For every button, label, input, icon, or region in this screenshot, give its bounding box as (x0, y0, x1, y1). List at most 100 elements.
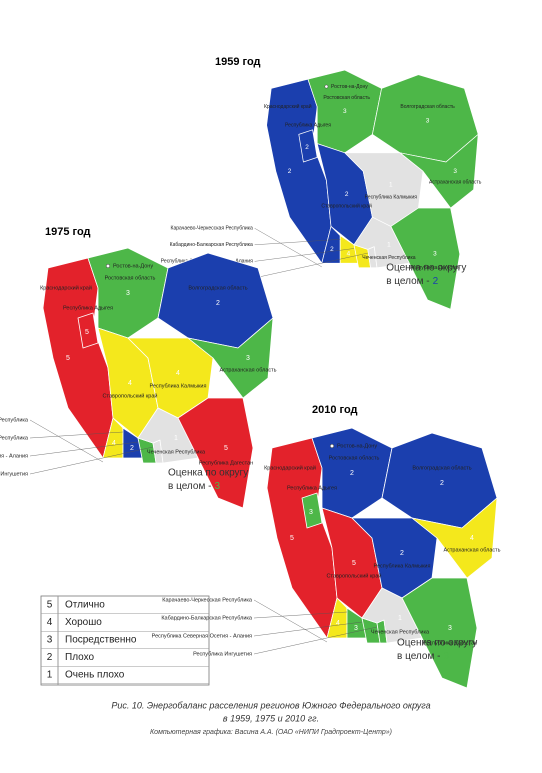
legend-label: Хорошо (65, 617, 102, 628)
map: 5 Краснодарский край 3 Республика Адыгея 2 Ро… (152, 427, 501, 689)
region-score: 5 (85, 329, 89, 336)
leader-line (253, 611, 348, 619)
region-label: Карачаево-Черкесская Республика (0, 417, 29, 423)
map-title: 2010 год (312, 404, 358, 416)
region-label: Краснодарский край (264, 103, 312, 110)
region-score: 4 (336, 620, 340, 627)
region-score: 3 (453, 168, 457, 175)
overall-score: 3 (443, 651, 449, 662)
region-label: Астраханская область (219, 367, 276, 373)
map-title: 1975 год (45, 226, 91, 238)
overall-text: в целом - (386, 275, 429, 286)
region-score: 1 (389, 182, 393, 189)
region-score: 3 (354, 625, 358, 632)
city-dot (324, 84, 329, 89)
overall-label: Оценка по округу (386, 262, 466, 273)
overall-label: Оценка по округу (168, 468, 248, 479)
leader-line (29, 419, 104, 463)
region-label: Чеченская Республика (371, 629, 430, 635)
region (311, 427, 393, 519)
region-score: 1 (398, 615, 402, 622)
region-label: Республика Ингушетия (0, 471, 28, 477)
leader-line (253, 599, 328, 643)
overall-text: в целом - (397, 651, 440, 662)
leader-line (29, 446, 154, 475)
region-label: Ростовская область (105, 275, 156, 281)
region-score: 2 (216, 300, 220, 307)
leader-line (253, 626, 378, 655)
region (361, 587, 423, 644)
overall-label: в целом -3 (168, 481, 220, 492)
region (187, 317, 274, 399)
region-score: 4 (470, 535, 474, 542)
legend-score: 2 (47, 652, 53, 663)
overall-label: Оценка по округу (397, 638, 477, 649)
region-label: Республика Северная Осетия - Алания (152, 633, 252, 639)
region-label: Республика Адыгея (287, 485, 337, 491)
overall-text: в целом - (168, 481, 211, 492)
region-score: 4 (176, 370, 180, 377)
region-label: Волгоградская область (412, 465, 471, 471)
region (87, 247, 169, 339)
caption: Рис. 10. Энергобаланс расселения регионо… (111, 700, 430, 710)
legend-label: Плохо (65, 652, 94, 663)
leader-line (254, 252, 368, 279)
region-score: 4 (347, 251, 351, 258)
region-score: 3 (343, 108, 347, 115)
region-score: 2 (350, 470, 354, 477)
credit: Компьютерная графика: Васина А.А. (ОАО «… (150, 728, 392, 736)
region-score: 3 (246, 355, 250, 362)
city-label: Ростов-на-Дону (113, 263, 153, 269)
city-label: Ростов-на-Дону (337, 443, 377, 449)
region-score: 2 (288, 168, 292, 175)
region (137, 407, 199, 464)
region-label: Республика Дагестан (410, 265, 460, 271)
legend-score: 5 (47, 600, 53, 611)
leader-line (29, 441, 139, 457)
region (307, 69, 382, 154)
region-score: 3 (426, 117, 430, 124)
region-score: 5 (290, 535, 294, 542)
region-label: Республика Адыгея (285, 123, 331, 129)
legend-label: Очень плохо (65, 670, 125, 681)
legend-label: Отлично (65, 600, 105, 611)
region-label: Республика Северная Осетия - Алания (0, 453, 28, 459)
legend-score: 4 (47, 617, 53, 628)
region-label: Чеченская Республика (147, 449, 206, 455)
region-score: 1 (387, 242, 391, 249)
region-score: 3 (309, 509, 313, 516)
region (399, 134, 479, 209)
region (298, 129, 318, 163)
region-label: Кабардино-Балкарская Республика (170, 242, 253, 248)
region-label: Ростовская область (323, 95, 370, 101)
region-label: Астраханская область (443, 547, 500, 553)
overall-score: 2 (433, 275, 439, 286)
region-label: Республика Калмыкия (374, 563, 431, 569)
map: 5 Краснодарский край 5 Республика Адыгея 3 Ро… (0, 247, 277, 509)
region-label: Карачаево-Черкесская Республика (170, 226, 252, 232)
region-label: Астраханская область (429, 180, 482, 186)
region-label: Ростовская область (329, 455, 380, 461)
map: 2 Краснодарский край 2 Республика Адыгея 3 Ро… (161, 69, 482, 310)
legend-label: Посредственно (65, 635, 137, 646)
legend-score: 3 (47, 635, 53, 646)
region-score: 5 (224, 445, 228, 452)
region (390, 207, 461, 310)
region-score: 2 (345, 191, 349, 198)
legend-score: 1 (47, 670, 53, 681)
leader-line (254, 248, 355, 262)
region-label: Республика Ингушетия (193, 651, 252, 657)
region-score: 3 (126, 290, 130, 297)
region (77, 312, 99, 349)
overall-label: в целом - 2 (386, 275, 438, 286)
region (401, 577, 478, 689)
overall-score: 3 (214, 481, 220, 492)
region (411, 497, 498, 579)
city-label: Ростов-на-Дону (331, 84, 368, 90)
region-label: Волгоградская область (188, 285, 247, 291)
legend-box (40, 595, 210, 686)
region-label: Волгоградская область (400, 104, 455, 110)
region-label: Чеченская Республика (362, 255, 416, 261)
region-score: 2 (400, 550, 404, 557)
